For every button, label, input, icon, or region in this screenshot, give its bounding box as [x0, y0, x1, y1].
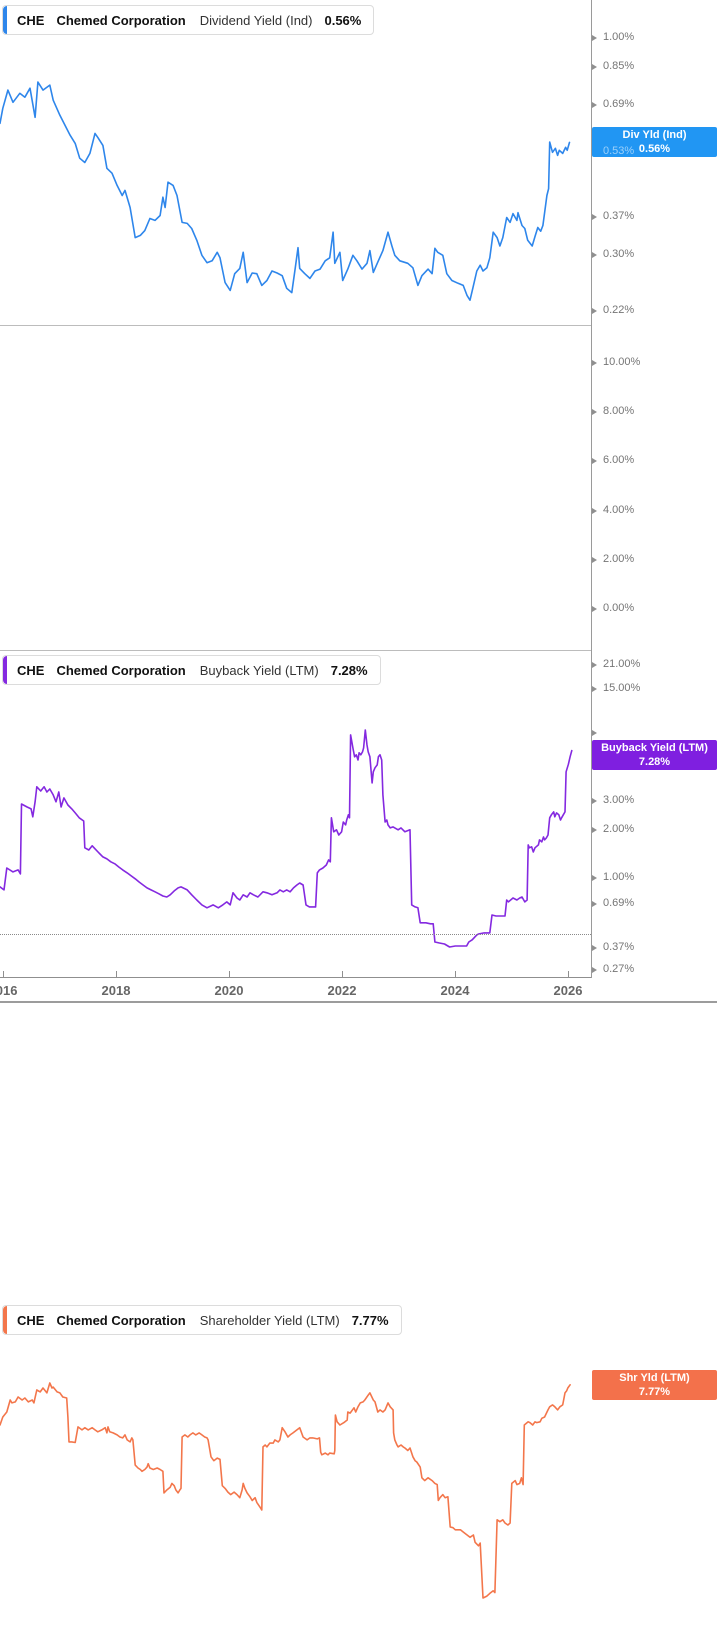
y-axis-tick-label: 0.37% [603, 941, 635, 953]
y-axis-tick-label: 0.37% [603, 210, 635, 222]
zero-reference-line [0, 934, 591, 935]
x-axis-year-label: 2016 [0, 983, 18, 998]
bottom-border [0, 1001, 717, 1003]
badge-series-label: Div Yld (Ind) [622, 129, 687, 141]
shareholder-yield-panel: CHE Chemed Corporation Shareholder Yield… [0, 650, 717, 1599]
y-axis-tick-marker [592, 901, 597, 907]
shareholder-yield-header: CHE Chemed Corporation Shareholder Yield… [2, 1305, 402, 1335]
y-axis-tick-label: 0.53% [603, 145, 635, 157]
badge-series-value: 7.28% [638, 756, 671, 768]
y-axis-tick-label: 2.00% [603, 823, 635, 835]
series-color-accent [3, 1306, 7, 1334]
y-axis-tick-label: 6.00% [603, 454, 635, 466]
y-axis-tick-marker [592, 827, 597, 833]
y-axis-tick-marker [592, 606, 597, 612]
y-axis-tick-marker [592, 508, 597, 514]
y-axis-tick-label: 1.00% [603, 871, 635, 883]
y-axis-tick-marker [592, 35, 597, 41]
x-axis-tick [116, 971, 117, 977]
ticker-symbol: CHE [17, 662, 45, 678]
x-axis-year-label: 2026 [553, 983, 583, 998]
dividend-yield-last-value-badge: Div Yld (Ind) 0.56% [592, 127, 717, 157]
y-axis-tick-marker [592, 409, 597, 415]
y-axis-tick-marker [592, 875, 597, 881]
ticker-symbol: CHE [17, 12, 45, 28]
series-color-accent [3, 656, 7, 684]
x-axis-year-label: 2018 [101, 983, 131, 998]
buyback-yield-chart[interactable] [0, 650, 591, 975]
panel-separator [0, 650, 591, 651]
metric-name: Dividend Yield (Ind) [199, 12, 313, 28]
y-axis-tick-marker [592, 458, 597, 464]
y-axis-line [591, 0, 592, 978]
y-axis-tick-label: 0.22% [603, 304, 635, 316]
x-axis-tick [3, 971, 4, 977]
dividend-yield-panel: CHE Chemed Corporation Dividend Yield (I… [0, 0, 717, 325]
badge-series-value: 0.56% [638, 143, 671, 155]
y-axis-tick-marker [592, 102, 597, 108]
y-axis-tick-marker [592, 967, 597, 973]
buyback-yield-last-value-badge: Buyback Yield (LTM) 7.28% [592, 740, 717, 770]
x-axis-tick [455, 971, 456, 977]
shareholder-yield-chart[interactable] [0, 1300, 591, 1628]
y-axis-tick-label: 8.00% [603, 405, 635, 417]
x-axis-line [0, 977, 592, 978]
metric-name: Shareholder Yield (LTM) [199, 1312, 340, 1328]
y-axis-tick-label: 15.00% [603, 682, 641, 694]
metric-name: Buyback Yield (LTM) [199, 662, 319, 678]
x-axis-year-label: 2022 [327, 983, 357, 998]
y-axis-tick-label: 1.00% [603, 31, 635, 43]
y-axis-tick-label: 21.00% [603, 658, 641, 670]
panel-separator [0, 325, 591, 326]
metric-value: 7.77% [351, 1312, 389, 1328]
y-axis-tick-marker [592, 64, 597, 70]
ticker-symbol: CHE [17, 1312, 45, 1328]
y-axis-tick-label: 0.27% [603, 963, 635, 975]
company-name: Chemed Corporation [56, 12, 186, 28]
x-axis-tick [342, 971, 343, 977]
company-name: Chemed Corporation [56, 1312, 186, 1328]
y-axis-tick-label: 4.00% [603, 504, 635, 516]
badge-series-label: Buyback Yield (LTM) [601, 742, 708, 754]
dividend-yield-series-line [0, 81, 571, 302]
metric-value: 0.56% [324, 12, 362, 28]
y-axis-tick-marker [592, 945, 597, 951]
y-axis-tick-marker [592, 214, 597, 220]
y-axis-tick-marker [592, 798, 597, 804]
y-axis-tick-label: 8.00% [603, 726, 635, 738]
y-axis-tick-marker [592, 730, 597, 736]
y-axis-tick-marker [592, 686, 597, 692]
x-axis-tick [229, 971, 230, 977]
y-axis-tick-label: 0.85% [603, 60, 635, 72]
metric-value: 7.28% [330, 662, 368, 678]
y-axis-tick-marker [592, 308, 597, 314]
series-color-accent [3, 6, 7, 34]
dividend-yield-header: CHE Chemed Corporation Dividend Yield (I… [2, 5, 375, 35]
x-axis-tick [568, 971, 569, 977]
y-axis-tick-marker [592, 662, 597, 668]
y-axis-tick-marker [592, 360, 597, 366]
badge-series-value: 7.77% [638, 1386, 671, 1398]
y-axis-tick-label: 0.69% [603, 98, 635, 110]
y-axis-tick-label: 0.69% [603, 897, 635, 909]
y-axis-tick-marker [592, 252, 597, 258]
x-axis-year-label: 2020 [214, 983, 244, 998]
buyback-yield-header: CHE Chemed Corporation Buyback Yield (LT… [2, 655, 381, 685]
y-axis-tick-label: 2.00% [603, 553, 635, 565]
y-axis-tick-marker [592, 557, 597, 563]
y-axis-tick-label: 10.00% [603, 356, 641, 368]
y-axis-tick-label: 0.00% [603, 602, 635, 614]
buyback-yield-panel: CHE Chemed Corporation Buyback Yield (LT… [0, 325, 717, 948]
badge-series-label: Shr Yld (LTM) [619, 1372, 690, 1384]
company-name: Chemed Corporation [56, 662, 186, 678]
dividend-yield-chart[interactable] [0, 0, 591, 325]
y-axis-tick-label: 0.30% [603, 248, 635, 260]
y-axis-tick-label: 3.00% [603, 794, 635, 806]
buyback-yield-series-line [0, 729, 573, 948]
shareholder-yield-last-value-badge: Shr Yld (LTM) 7.77% [592, 1370, 717, 1400]
x-axis-year-label: 2024 [440, 983, 470, 998]
shareholder-yield-series-line [0, 1382, 571, 1599]
